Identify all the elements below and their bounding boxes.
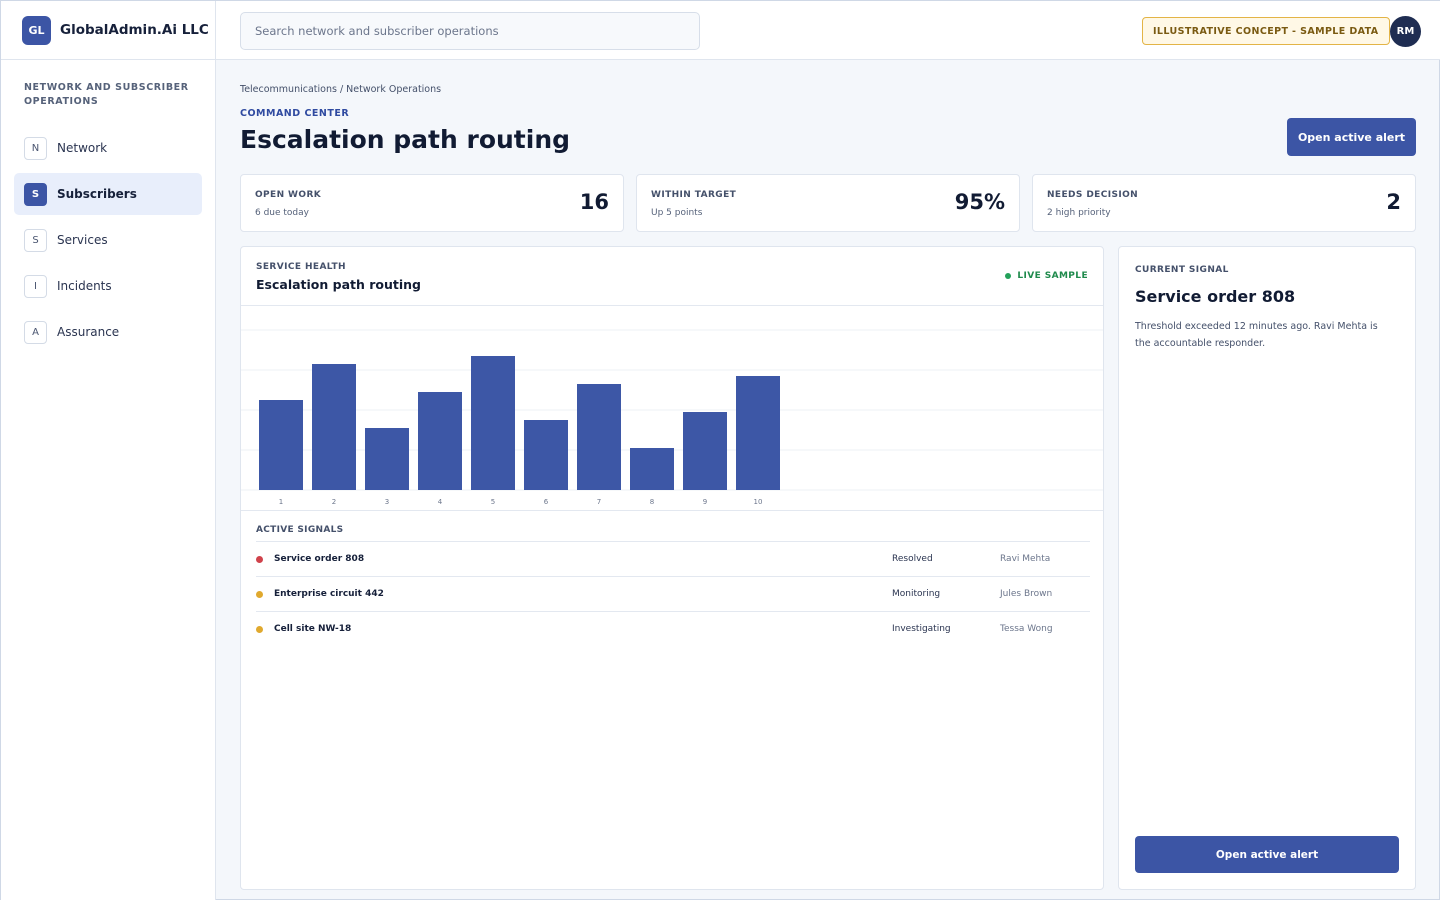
signal-status: Investigating <box>892 624 951 634</box>
chart-bar[interactable] <box>418 392 462 490</box>
x-tick-label: 3 <box>385 498 389 506</box>
kpi-label: WITHIN TARGET <box>651 190 737 200</box>
kpi-sub: Up 5 points <box>651 208 703 218</box>
x-tick-label: 5 <box>491 498 495 506</box>
service-health-panel: SERVICE HEALTH Escalation path routing L… <box>240 246 1104 890</box>
panel-title: Escalation path routing <box>256 277 422 292</box>
page-title: Escalation path routing <box>240 125 571 154</box>
sidebar-item-label: Services <box>57 233 108 247</box>
panel-eyebrow: SERVICE HEALTH <box>256 262 346 272</box>
sidebar-item-label: Assurance <box>57 325 120 339</box>
signal-row[interactable]: Service order 808 Resolved Ravi Mehta <box>256 541 1090 576</box>
x-tick-label: 7 <box>597 498 601 506</box>
chart-bar[interactable] <box>630 448 674 490</box>
sidebar-item-subscribers[interactable]: S Subscribers <box>14 173 202 215</box>
kpi-sub: 6 due today <box>255 208 309 218</box>
chart-bar[interactable] <box>471 356 515 490</box>
kpi-needs-decision: NEEDS DECISION 2 high priority 2 <box>1032 174 1416 232</box>
signal-name: Service order 808 <box>274 554 365 564</box>
incidents-icon: I <box>24 274 47 298</box>
avatar[interactable]: RM <box>1390 16 1421 47</box>
chart-bar[interactable] <box>312 364 356 490</box>
page-eyebrow: COMMAND CENTER <box>240 108 350 119</box>
breadcrumb[interactable]: Telecommunications / Network Operations <box>240 84 442 95</box>
live-label: LIVE SAMPLE <box>1017 271 1088 281</box>
search-input[interactable] <box>240 12 700 50</box>
sidebar-item-incidents[interactable]: I Incidents <box>14 265 202 307</box>
sidebar-item-label: Subscribers <box>57 187 137 201</box>
sidebar: GL GlobalAdmin.Ai LLC NETWORK AND SUBSCR… <box>1 1 216 900</box>
sidebar-section-title: NETWORK AND SUBSCRIBER OPERATIONS <box>24 82 189 107</box>
open-active-alert-button[interactable]: Open active alert <box>1287 118 1416 156</box>
signal-owner: Tessa Wong <box>1000 624 1053 634</box>
divider <box>241 305 1103 306</box>
kpi-value: 16 <box>579 190 609 214</box>
sidebar-item-label: Network <box>57 141 108 155</box>
divider <box>241 510 1103 511</box>
concept-badge: ILLUSTRATIVE CONCEPT - SAMPLE DATA <box>1142 17 1390 45</box>
live-dot-icon <box>1005 273 1012 279</box>
chart-bar[interactable] <box>736 376 780 490</box>
side-description: Threshold exceeded 12 minutes ago. Ravi … <box>1135 321 1378 349</box>
signal-name: Cell site NW-18 <box>274 624 352 634</box>
open-active-alert-button[interactable]: Open active alert <box>1135 836 1399 873</box>
sidebar-item-label: Incidents <box>57 279 112 293</box>
side-title: Service order 808 <box>1135 287 1296 306</box>
kpi-sub: 2 high priority <box>1047 208 1111 218</box>
chart-bar[interactable] <box>259 400 303 490</box>
chart-bar[interactable] <box>524 420 568 490</box>
live-sample-indicator: LIVE SAMPLE <box>1005 271 1088 281</box>
x-tick-label: 6 <box>544 498 549 506</box>
bar-chart: 1 2 3 4 5 6 7 8 9 10 <box>241 329 1103 506</box>
x-tick-label: 4 <box>438 498 443 506</box>
signals-label: ACTIVE SIGNALS <box>256 525 344 535</box>
signal-status: Resolved <box>892 554 933 564</box>
kpi-value: 95% <box>954 190 1005 214</box>
x-tick-label: 10 <box>754 498 763 506</box>
x-tick-label: 1 <box>279 498 283 506</box>
brand-name: GlobalAdmin.Ai LLC <box>60 22 209 38</box>
signal-status: Monitoring <box>892 589 941 599</box>
signal-owner: Ravi Mehta <box>1000 554 1051 564</box>
signal-owner: Jules Brown <box>1000 589 1053 599</box>
kpi-label: OPEN WORK <box>255 190 322 200</box>
services-icon: S <box>24 228 47 252</box>
top-bar: ILLUSTRATIVE CONCEPT - SAMPLE DATA RM <box>216 1 1440 60</box>
chart-bar[interactable] <box>365 428 409 490</box>
signal-status-dot-icon <box>256 626 263 633</box>
x-tick-label: 8 <box>650 498 654 506</box>
signal-name: Enterprise circuit 442 <box>274 589 384 599</box>
sidebar-item-network[interactable]: N Network <box>14 127 202 169</box>
kpi-within-target: WITHIN TARGET Up 5 points 95% <box>636 174 1020 232</box>
kpi-value: 2 <box>1386 190 1401 214</box>
signal-row[interactable]: Cell site NW-18 Investigating Tessa Wong <box>256 611 1090 646</box>
sidebar-nav: N Network S Subscribers S Services I Inc… <box>1 127 215 353</box>
current-signal-card: CURRENT SIGNAL Service order 808 Thresho… <box>1118 246 1416 890</box>
sidebar-item-services[interactable]: S Services <box>14 219 202 261</box>
signal-status-dot-icon <box>256 556 263 563</box>
x-tick-label: 2 <box>332 498 336 506</box>
assurance-icon: A <box>24 320 47 344</box>
signal-row[interactable]: Enterprise circuit 442 Monitoring Jules … <box>256 576 1090 611</box>
network-icon: N <box>24 136 47 160</box>
signals-list: Service order 808 Resolved Ravi Mehta En… <box>256 541 1090 646</box>
kpi-label: NEEDS DECISION <box>1047 190 1139 200</box>
brand[interactable]: GL GlobalAdmin.Ai LLC <box>1 1 215 60</box>
brand-logo: GL <box>22 15 51 45</box>
subscribers-icon: S <box>24 182 47 206</box>
side-eyebrow: CURRENT SIGNAL <box>1135 265 1229 275</box>
chart-bar[interactable] <box>577 384 621 490</box>
kpi-open-work: OPEN WORK 6 due today 16 <box>240 174 624 232</box>
sidebar-item-assurance[interactable]: A Assurance <box>14 311 202 353</box>
x-tick-label: 9 <box>703 498 707 506</box>
signal-status-dot-icon <box>256 591 263 598</box>
chart-bar[interactable] <box>683 412 727 490</box>
